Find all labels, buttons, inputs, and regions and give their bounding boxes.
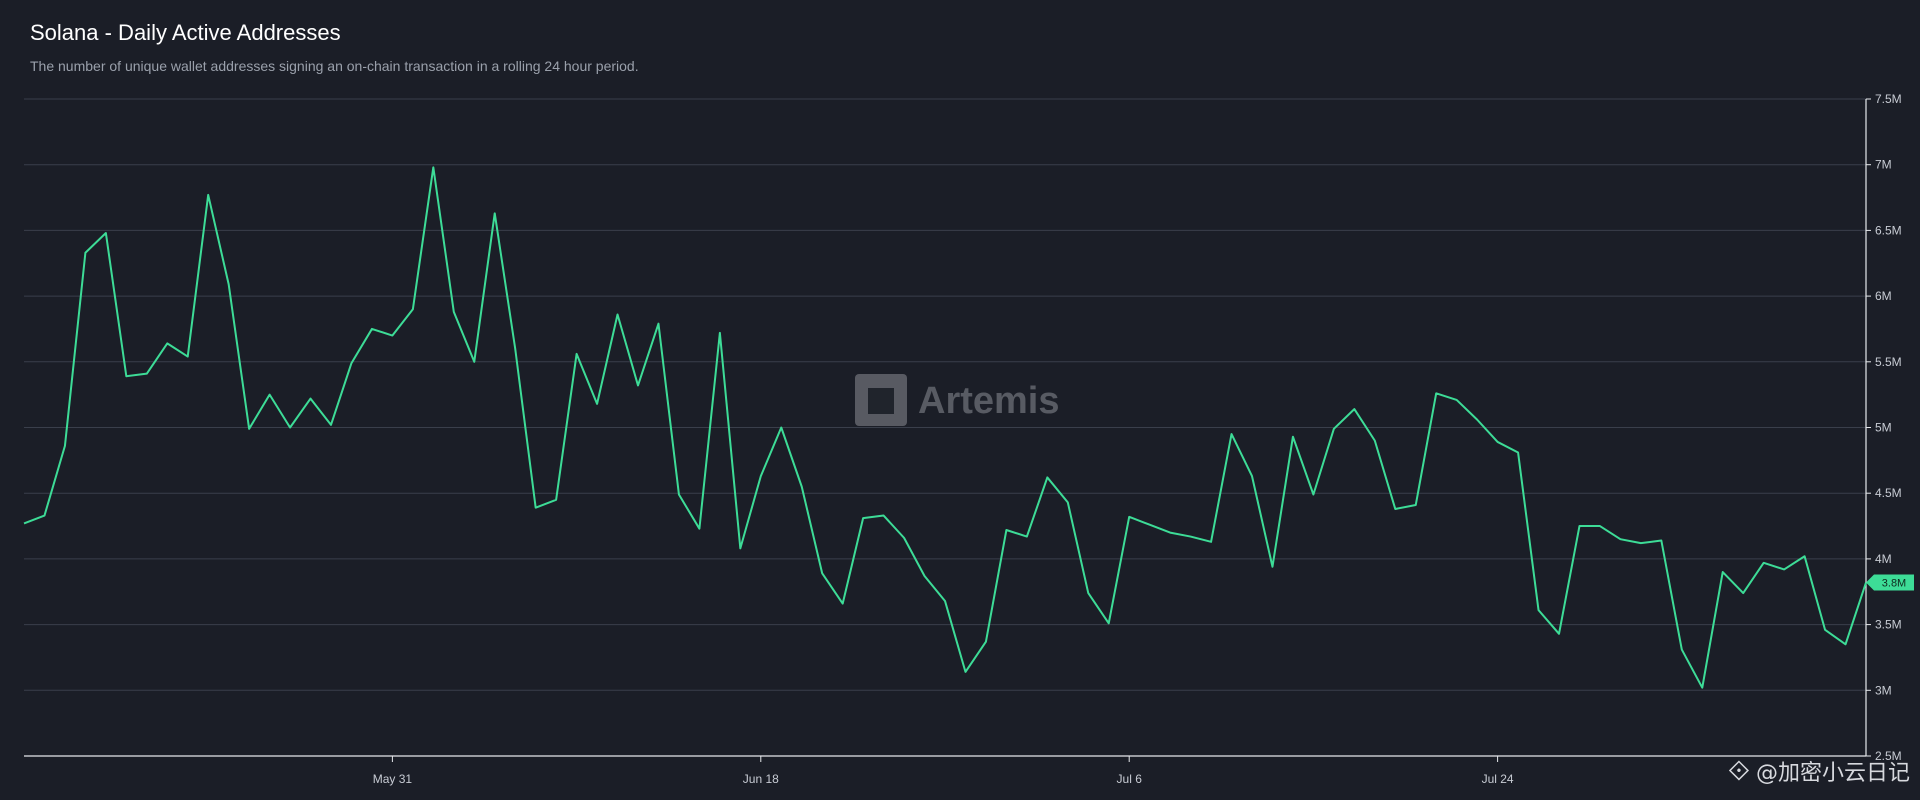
last-value-label: 3.8M: [1882, 578, 1906, 590]
y-tick-label: 2.5M: [1875, 749, 1902, 763]
y-tick-label: 5.5M: [1875, 355, 1902, 369]
y-tick-label: 6.5M: [1875, 223, 1902, 237]
y-tick-label: 3M: [1875, 683, 1892, 697]
chart-title: Solana - Daily Active Addresses: [30, 20, 341, 45]
y-tick-label: 3.5M: [1875, 618, 1902, 632]
artemis-watermark: Artemis: [855, 374, 1060, 426]
chart-subtitle: The number of unique wallet addresses si…: [30, 58, 639, 74]
footer-watermark-text: @加密小云日记: [1755, 761, 1910, 786]
y-tick-label: 7.5M: [1875, 92, 1902, 106]
footer-watermark: ⟐ @加密小云日记: [1728, 754, 1910, 788]
x-tick-label: Jul 24: [1482, 772, 1514, 786]
binance-diamond-icon: ⟐: [1727, 754, 1750, 787]
y-tick-label: 6M: [1875, 289, 1892, 303]
x-tick-label: Jun 18: [743, 772, 779, 786]
y-tick-label: 4M: [1875, 552, 1892, 566]
artemis-watermark-text: Artemis: [918, 380, 1060, 422]
x-tick-label: May 31: [373, 772, 413, 786]
y-tick-label: 5M: [1875, 421, 1892, 435]
chart-header: Solana - Daily Active Addresses The numb…: [30, 20, 639, 74]
series-line: [23, 166, 1867, 689]
y-tick-label: 4.5M: [1875, 486, 1902, 500]
y-tick-label: 7M: [1875, 158, 1892, 172]
last-value-badge-bg: [1866, 574, 1914, 591]
x-tick-label: Jul 6: [1117, 772, 1143, 786]
last-value-badge: 3.8M: [1866, 574, 1914, 591]
artemis-logo-inner: [868, 388, 894, 414]
